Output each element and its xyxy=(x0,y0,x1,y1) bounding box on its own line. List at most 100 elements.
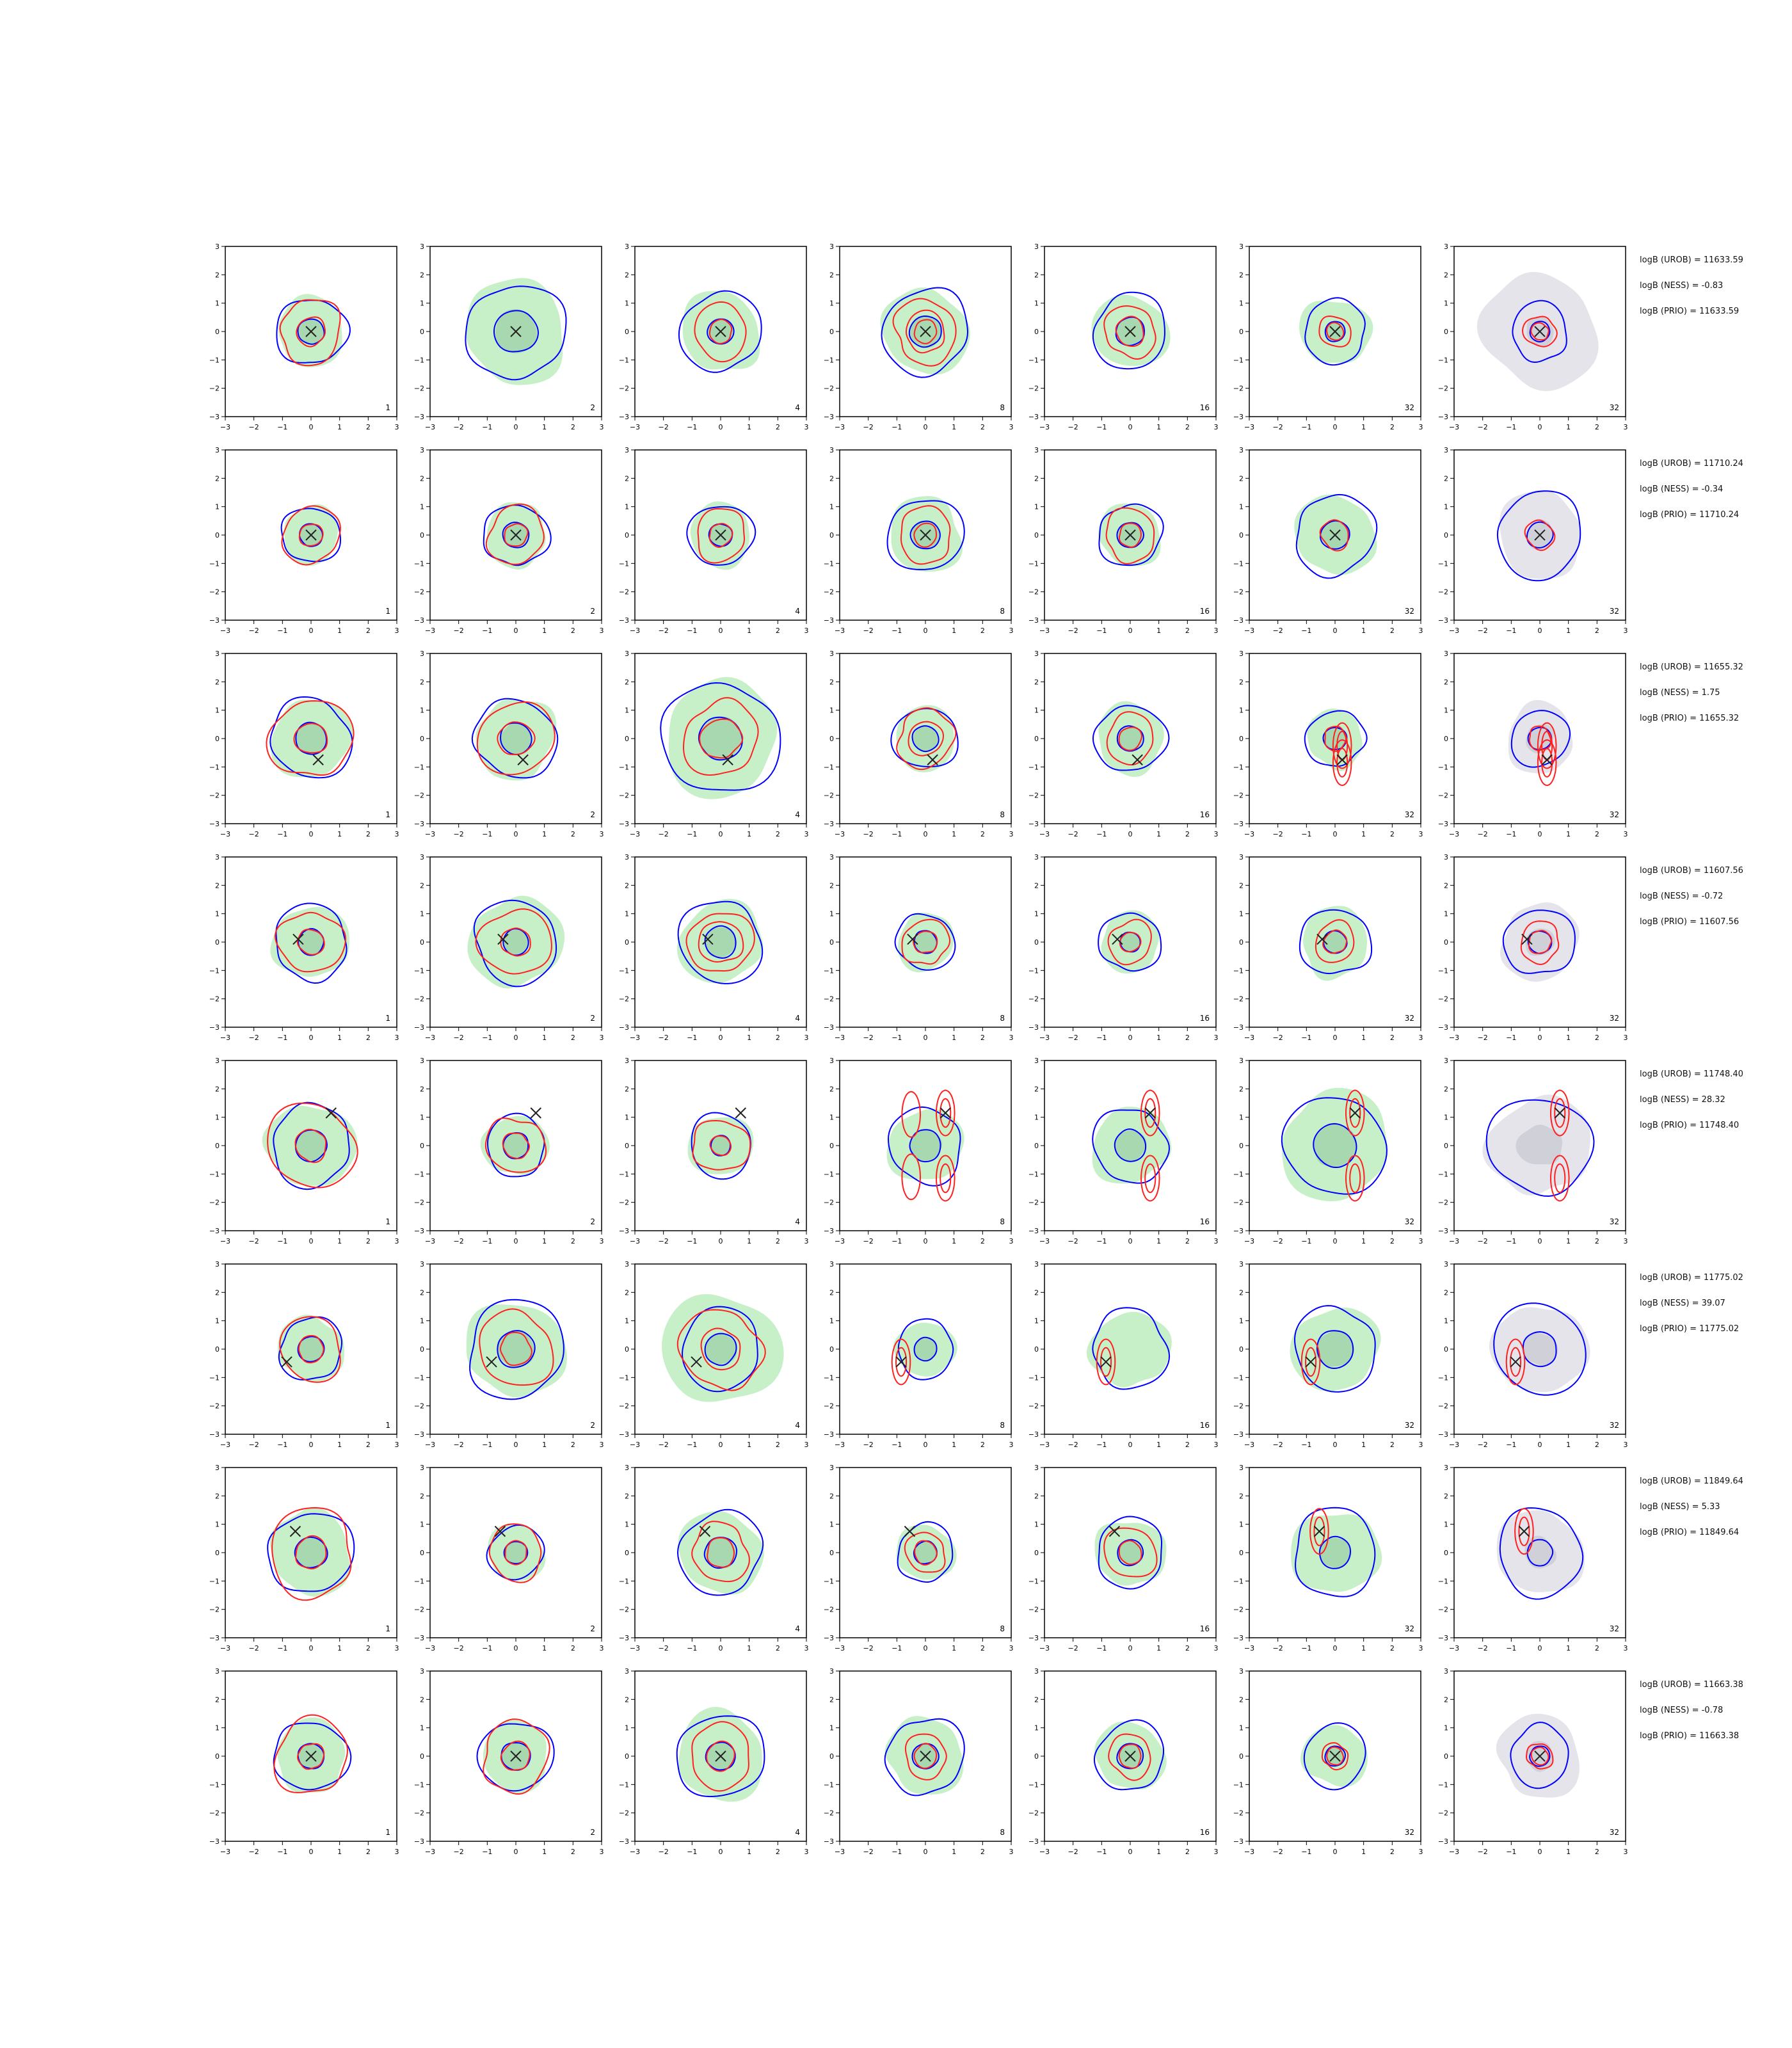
y-tick-label: 0 xyxy=(420,1142,424,1150)
panel-plot-area xyxy=(676,1707,765,1802)
x-tick-label: 1 xyxy=(337,1644,342,1652)
y-tick-label: 2 xyxy=(420,271,424,279)
density-fill-green xyxy=(1086,1311,1172,1388)
y-tick-label: −3 xyxy=(824,413,834,421)
panel-number: 1 xyxy=(385,1014,390,1023)
x-tick-label: 1 xyxy=(1361,1644,1366,1652)
x-tick-label: 2 xyxy=(980,1644,985,1652)
y-tick-label: −3 xyxy=(209,1430,220,1439)
contour-red xyxy=(1319,519,1349,552)
y-tick-label: 0 xyxy=(420,938,424,947)
y-tick-label: 2 xyxy=(1239,881,1244,890)
contour-red xyxy=(296,316,326,348)
contour-red xyxy=(1108,1733,1151,1781)
y-tick-label: −3 xyxy=(1028,1430,1039,1439)
y-tick-label: −3 xyxy=(1438,1430,1448,1439)
y-tick-label: 1 xyxy=(215,1317,220,1325)
x-tick-label: 3 xyxy=(395,423,399,431)
x-tick-label: 2 xyxy=(776,423,780,431)
y-tick-label: −3 xyxy=(619,1227,629,1235)
contour-red xyxy=(699,718,744,759)
marker-x xyxy=(702,933,714,945)
x-tick-label: 2 xyxy=(776,1644,780,1652)
contour-red xyxy=(908,721,945,756)
y-tick-label: −3 xyxy=(1233,820,1244,828)
x-tick-label: 3 xyxy=(1009,1848,1014,1856)
y-tick-label: −2 xyxy=(824,1402,834,1411)
contour-red xyxy=(700,1327,741,1371)
y-tick-label: −2 xyxy=(414,385,424,393)
x-tick-label: 2 xyxy=(1185,627,1190,635)
y-tick-label: 0 xyxy=(625,1345,629,1354)
y-tick-label: −3 xyxy=(1028,1227,1039,1235)
y-tick-label: 2 xyxy=(1034,1288,1039,1297)
panel-plot-area xyxy=(1290,1305,1381,1393)
marker-x xyxy=(1534,1750,1546,1762)
y-tick-label: 2 xyxy=(420,474,424,483)
contour-red xyxy=(913,931,938,954)
y-tick-label: 0 xyxy=(829,531,834,540)
marker-x xyxy=(895,1356,907,1368)
panel-plot-area xyxy=(262,1101,358,1190)
panel-plot-area xyxy=(678,290,762,373)
x-tick-label: 2 xyxy=(366,830,371,838)
y-tick-label: 0 xyxy=(1034,1549,1039,1557)
y-tick-label: 3 xyxy=(1034,1667,1039,1676)
contour-blue xyxy=(894,913,956,971)
y-tick-label: 2 xyxy=(215,1288,220,1297)
y-tick-label: 3 xyxy=(829,650,834,658)
y-tick-label: −3 xyxy=(1233,1837,1244,1846)
marker-x xyxy=(1108,1526,1121,1537)
x-tick-label: 2 xyxy=(1185,1441,1190,1449)
contour-red-mode xyxy=(891,1338,911,1386)
panel-number: 4 xyxy=(795,810,800,819)
marker-x xyxy=(722,754,733,765)
x-tick-label: −3 xyxy=(425,627,435,635)
x-tick-label: 3 xyxy=(1419,1034,1423,1042)
x-tick-label: −2 xyxy=(1068,830,1078,838)
contour-red xyxy=(1522,316,1558,348)
y-tick-label: 0 xyxy=(1444,1752,1448,1761)
y-tick-label: 1 xyxy=(1239,300,1244,308)
y-tick-label: 0 xyxy=(1444,531,1448,540)
y-tick-label: 3 xyxy=(1239,446,1244,454)
x-tick-label: 1 xyxy=(337,423,342,431)
y-tick-label: 1 xyxy=(420,707,424,715)
y-tick-label: 3 xyxy=(1444,853,1448,861)
x-tick-label: −1 xyxy=(277,1034,287,1042)
y-tick-label: 0 xyxy=(215,1752,220,1761)
marker-x xyxy=(305,1750,317,1762)
panel-plot-area xyxy=(486,1523,546,1583)
marker-x xyxy=(530,1107,541,1119)
x-tick-label: −1 xyxy=(1301,627,1311,635)
x-tick-label: 3 xyxy=(804,830,809,838)
y-tick-label: 3 xyxy=(215,243,220,251)
y-tick-label: −1 xyxy=(414,966,424,975)
y-tick-label: 3 xyxy=(1444,650,1448,658)
y-tick-label: 2 xyxy=(625,1288,629,1297)
x-tick-label: −1 xyxy=(892,830,902,838)
y-tick-label: 2 xyxy=(420,1085,424,1093)
marker-x xyxy=(486,1356,497,1368)
y-tick-label: −1 xyxy=(414,1373,424,1382)
density-fill-core xyxy=(294,1130,327,1161)
x-tick-label: 2 xyxy=(1185,1848,1190,1856)
x-tick-label: −2 xyxy=(659,1237,669,1245)
y-tick-label: 1 xyxy=(1034,1521,1039,1529)
y-tick-label: 1 xyxy=(215,1114,220,1122)
panel-number: 1 xyxy=(385,1624,390,1633)
contour-red xyxy=(1115,316,1144,347)
y-tick-label: −3 xyxy=(209,820,220,828)
y-tick-label: −1 xyxy=(1233,763,1244,771)
x-tick-label: −2 xyxy=(249,1848,259,1856)
panel-plot-area xyxy=(1500,902,1580,982)
panel-r8-c1: −3 −2 −1 0 1 2 3 −3 −2 −1 0 1 2 3 1 xyxy=(209,1667,399,1856)
contour-red-mode xyxy=(1309,1508,1329,1555)
y-tick-label: −1 xyxy=(619,1780,629,1789)
marker-x xyxy=(715,326,726,337)
density-fill-core xyxy=(502,929,530,955)
y-tick-label: −3 xyxy=(1233,1023,1244,1032)
contour-red xyxy=(692,1119,751,1171)
x-tick-label: −3 xyxy=(835,830,845,838)
contour-red xyxy=(904,1532,946,1573)
